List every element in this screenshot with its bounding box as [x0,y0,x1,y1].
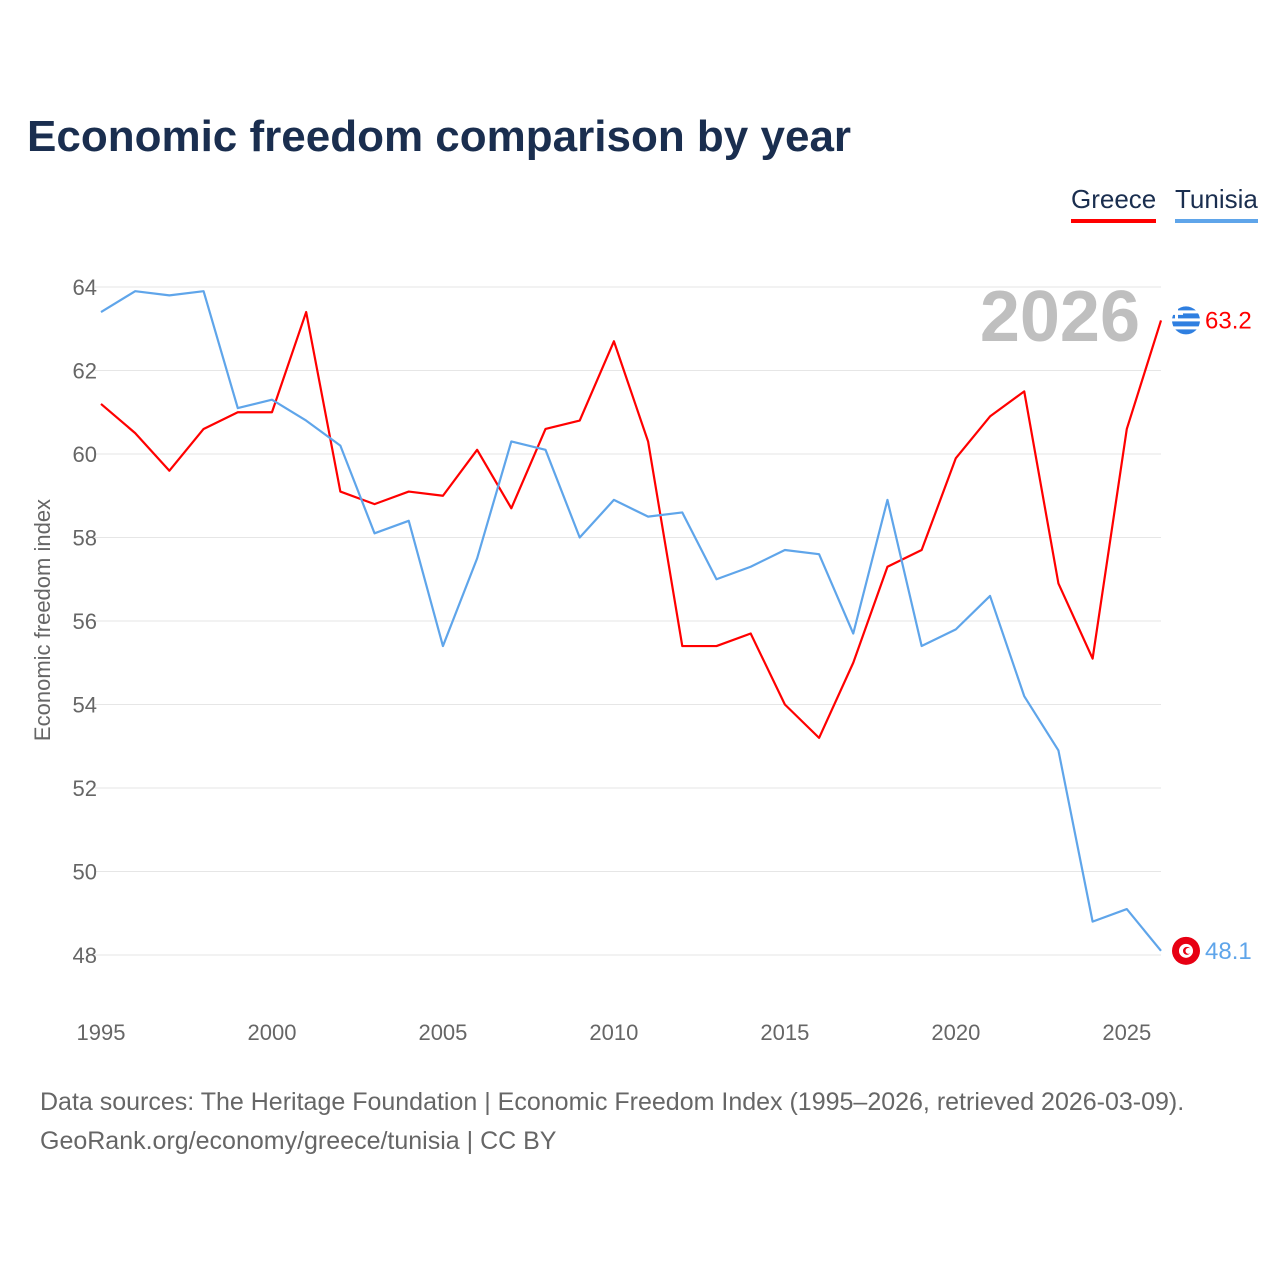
y-tick-label: 50 [73,860,97,885]
y-tick-label: 54 [73,693,97,718]
legend-greece[interactable]: Greece [1071,184,1157,223]
data-source: Data sources: The Heritage Foundation | … [40,1088,1185,1116]
year-label: 2026 [980,277,1140,357]
chart-title: Economic freedom comparison by year [27,112,852,161]
end-value-label: 63.2 [1205,307,1252,334]
y-tick-label: 58 [73,526,97,551]
y-tick-label: 62 [73,359,97,384]
x-tick-label: 2005 [418,1020,467,1045]
end-value-label: 48.1 [1205,938,1252,965]
legend-tunisia[interactable]: Tunisia [1175,184,1258,223]
series-line-tunisia [100,290,1162,952]
x-tick-label: 2025 [1102,1020,1151,1045]
y-tick-label: 64 [73,275,97,300]
flag-cross [1171,311,1183,315]
flag-stripe [1172,318,1200,322]
x-tick-label: 2010 [589,1020,638,1045]
series-line-greece [100,310,1163,740]
x-tick-label: 1995 [77,1020,126,1045]
x-tick-label: 2015 [760,1020,809,1045]
y-axis-label: Economic freedom index [30,499,55,741]
y-tick-label: 48 [73,943,97,968]
flag-crescent-cut [1185,947,1192,954]
flag-stripe [1172,326,1200,330]
flag-stripe [1172,310,1200,314]
attribution-link[interactable]: GeoRank.org/economy/greece/tunisia | CC … [40,1127,557,1155]
y-tick-label: 56 [73,609,97,634]
y-tick-label: 60 [73,442,97,467]
y-tick-label: 52 [73,776,97,801]
x-tick-label: 2000 [247,1020,296,1045]
x-tick-label: 2020 [931,1020,980,1045]
